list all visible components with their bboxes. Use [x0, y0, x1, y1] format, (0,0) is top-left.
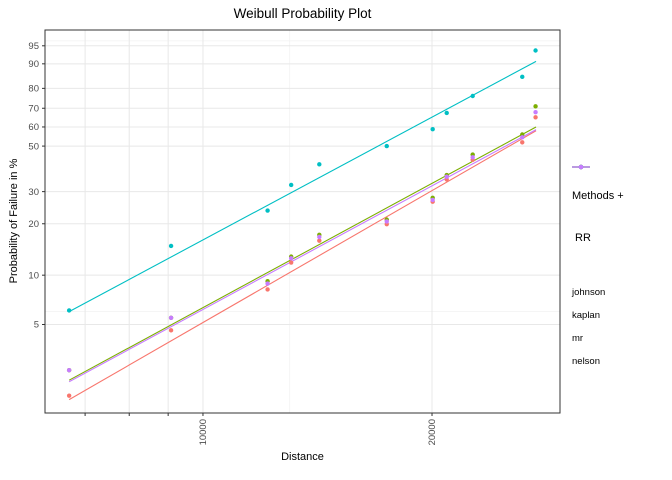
legend-title-line1: Methods +: [572, 189, 624, 202]
point-johnson-5: [317, 238, 322, 243]
point-mr-1: [66, 308, 72, 313]
point-nelson-4: [288, 256, 294, 261]
y-tick-label-10: 10: [28, 270, 39, 281]
point-mr-6: [384, 143, 389, 149]
point-nelson-2: [168, 315, 174, 320]
point-mr-4: [288, 182, 294, 188]
point-nelson-9: [470, 155, 475, 160]
point-nelson-6: [384, 219, 389, 224]
point-mr-8: [444, 110, 449, 116]
legend-title: Methods + RR: [572, 160, 670, 274]
y-tick-label-90: 90: [28, 59, 39, 70]
legend-item-nelson: nelson: [572, 164, 670, 373]
fit-line-nelson: [68, 129, 537, 383]
plot-title: Weibull Probability Plot: [233, 6, 372, 21]
fit-line-kaplan: [68, 126, 537, 381]
legend-title-line2: RR: [572, 232, 591, 245]
point-johnson-3: [265, 287, 270, 292]
legend-key-point-nelson: [578, 164, 584, 170]
legend-item-kaplan: kaplan: [572, 164, 670, 327]
legend: Methods + RR johnson kaplan mr nelson: [572, 160, 670, 373]
legend-item-label: johnson: [572, 287, 606, 299]
legend-item-mr: mr: [572, 164, 670, 350]
point-nelson-1: [66, 367, 72, 373]
y-tick-label-60: 60: [28, 122, 39, 133]
point-nelson-10: [520, 135, 525, 140]
y-tick-label-50: 50: [28, 141, 39, 152]
point-johnson-11: [533, 115, 538, 120]
point-mr-7: [430, 127, 435, 132]
point-johnson-10: [520, 140, 525, 145]
panel-background: [45, 30, 560, 413]
point-nelson-8: [444, 174, 449, 179]
point-mr-10: [520, 74, 525, 80]
point-mr-3: [265, 208, 270, 213]
legend-items: johnson kaplan mr nelson: [572, 164, 670, 373]
point-mr-9: [470, 93, 475, 99]
y-tick-label-70: 70: [28, 103, 39, 114]
fit-line-johnson: [68, 130, 537, 401]
point-johnson-1: [66, 393, 72, 398]
point-mr-11: [533, 48, 538, 53]
legend-item-label: mr: [572, 333, 584, 345]
point-johnson-2: [168, 328, 174, 333]
x-axis-title: Distance: [281, 451, 324, 463]
y-tick-label-30: 30: [28, 187, 39, 198]
legend-item-label: nelson: [572, 356, 600, 368]
y-axis-title: Probability of Failure in %: [8, 158, 20, 284]
point-nelson-3: [265, 281, 270, 286]
point-nelson-11: [533, 110, 538, 115]
y-tick-label-20: 20: [28, 219, 39, 230]
point-mr-5: [317, 162, 322, 167]
legend-item-johnson: johnson: [572, 164, 670, 304]
point-nelson-5: [317, 234, 322, 240]
point-kaplan-11: [533, 104, 538, 109]
y-tick-label-95: 95: [28, 41, 39, 52]
y-tick-label-5: 5: [34, 320, 39, 331]
legend-key-nelson: [572, 164, 590, 170]
point-johnson-4: [288, 260, 294, 265]
panel-border: [44, 29, 561, 414]
point-nelson-7: [430, 197, 435, 203]
x-tick-label-20000: 20000: [427, 419, 438, 445]
point-mr-2: [168, 243, 174, 249]
fit-line-mr: [68, 60, 537, 313]
y-tick-label-80: 80: [28, 84, 39, 95]
legend-item-label: kaplan: [572, 310, 600, 322]
x-tick-label-10000: 10000: [198, 419, 209, 445]
